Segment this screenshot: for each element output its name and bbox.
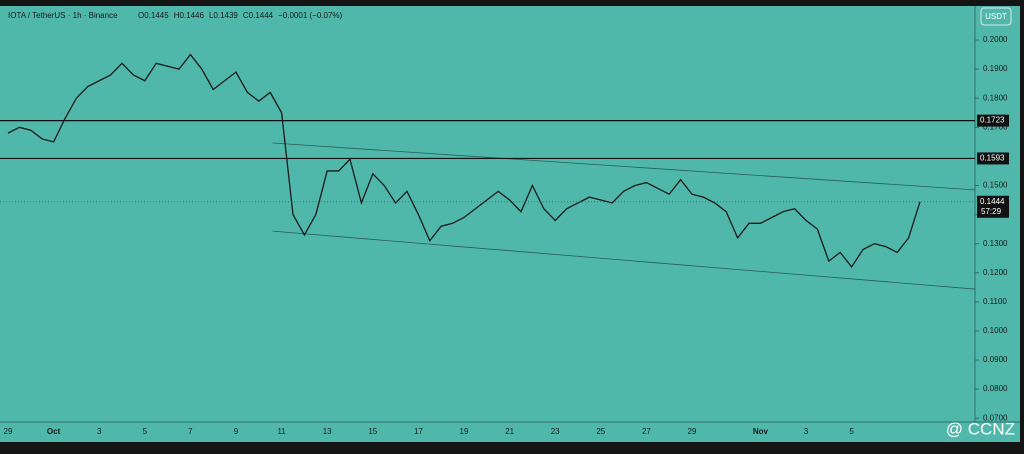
- x-tick-label: 21: [505, 427, 514, 436]
- x-tick-label: 3: [804, 427, 809, 436]
- chart-background: [0, 6, 1020, 442]
- countdown: 57:29: [981, 207, 1002, 216]
- x-tick-label: 29: [4, 427, 13, 436]
- level-label-box: [977, 152, 1009, 165]
- watermark: @ CCNZ: [946, 419, 1015, 438]
- x-tick-label: 19: [460, 427, 469, 436]
- x-tick-label: 9: [234, 427, 239, 436]
- currency-label: USDT: [985, 12, 1007, 21]
- ohlc-value: H0.1446: [174, 11, 205, 20]
- price-line: [7, 53, 921, 269]
- ohlc-values: O0.1445 H0.1446 L0.1439 C0.1444 −0.0001 (−0.…: [138, 11, 343, 20]
- x-tick-label: 13: [323, 427, 332, 436]
- level-label: 0.1723: [980, 116, 1005, 125]
- currency-button[interactable]: [980, 7, 1012, 26]
- y-tick-label: 0.1800: [983, 93, 1008, 102]
- trendline: [272, 230, 975, 290]
- x-tick-label: 15: [368, 427, 377, 436]
- ohlc-value: C0.1444: [243, 11, 274, 20]
- y-tick-label: 0.1200: [983, 268, 1008, 277]
- ohlc-value: L0.1439: [209, 11, 238, 20]
- level-label-box: [977, 114, 1009, 127]
- x-tick-label: Nov: [753, 427, 769, 436]
- trendline: [272, 142, 975, 191]
- x-tick-label: 3: [97, 427, 102, 436]
- level-label: 0.1593: [980, 154, 1005, 163]
- y-tick-label: 0.1500: [983, 181, 1008, 190]
- y-tick-label: 0.1100: [983, 297, 1007, 306]
- last-price-label: 0.1444: [980, 197, 1005, 206]
- y-tick-label: 0.2000: [983, 35, 1008, 44]
- y-tick-label: 0.0800: [983, 384, 1008, 393]
- x-tick-label: 23: [551, 427, 560, 436]
- symbol: IOTA / TetherUS · 1h · Binance: [8, 11, 118, 20]
- x-tick-label: 17: [414, 427, 423, 436]
- x-tick-label: 25: [596, 427, 605, 436]
- ohlc-value: O0.1445: [138, 11, 169, 20]
- y-tick-label: 0.1000: [983, 326, 1008, 335]
- x-tick-label: 27: [642, 427, 651, 436]
- x-tick-label: 11: [277, 427, 286, 436]
- x-tick-label: 5: [849, 427, 854, 436]
- y-tick-label: 0.1900: [983, 64, 1008, 73]
- y-tick-label: 0.0700: [983, 413, 1008, 422]
- x-tick-label: 5: [143, 427, 148, 436]
- y-tick-label: 0.1700: [983, 122, 1008, 131]
- x-tick-label: 7: [188, 427, 193, 436]
- x-tick-label: Oct: [47, 427, 61, 436]
- y-tick-label: 0.0900: [983, 355, 1008, 364]
- y-tick-label: 0.1300: [983, 239, 1008, 248]
- last-price-box: [977, 195, 1009, 218]
- ohlc-value: −0.0001 (−0.07%): [278, 11, 342, 20]
- x-tick-label: 29: [688, 427, 697, 436]
